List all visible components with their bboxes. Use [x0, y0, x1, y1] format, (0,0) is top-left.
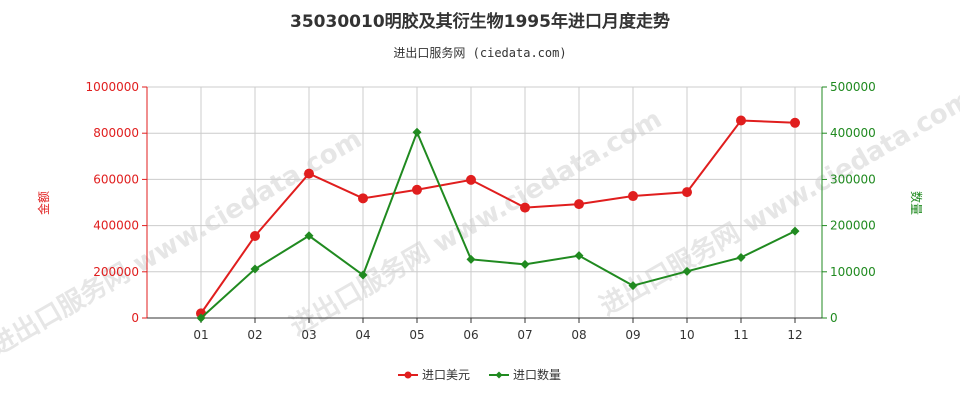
series-import-quantity	[196, 127, 800, 323]
x-tick-label: 07	[517, 328, 532, 342]
y-right-tick-label: 0	[830, 311, 838, 325]
data-point	[574, 199, 584, 210]
data-point	[790, 226, 800, 236]
legend-label: 进口美元	[422, 368, 470, 382]
data-point	[358, 193, 368, 204]
data-point	[574, 251, 584, 261]
y-left-tick-label: 400000	[93, 219, 139, 233]
data-point	[790, 117, 800, 128]
chart-title: 35030010明胶及其衍生物1995年进口月度走势	[290, 11, 670, 32]
y-right-tick-label: 200000	[830, 219, 876, 233]
x-tick-label: 03	[301, 328, 316, 342]
data-point	[358, 270, 368, 280]
x-tick-label: 12	[787, 328, 802, 342]
data-point	[736, 252, 746, 262]
data-point	[412, 184, 422, 195]
legend-swatch-marker	[404, 371, 412, 379]
data-point	[250, 264, 260, 274]
data-point	[304, 168, 314, 179]
axes	[146, 87, 823, 319]
y-left-tick-label: 0	[131, 311, 139, 325]
x-tick-label: 01	[193, 328, 208, 342]
data-point	[466, 254, 476, 264]
chart-subtitle: 进出口服务网 (ciedata.com)	[393, 45, 566, 60]
series-layer	[196, 115, 800, 323]
series-line	[200, 129, 796, 319]
y-right-tick-label: 400000	[830, 126, 876, 140]
series-line	[200, 119, 796, 314]
y-axis-left-label: 金额	[36, 191, 51, 215]
data-point	[736, 115, 746, 126]
y-right-tick-label: 500000	[830, 80, 876, 94]
x-tick-label: 08	[571, 328, 586, 342]
data-point	[628, 281, 638, 291]
y-right-tick-label: 100000	[830, 265, 876, 279]
data-point	[466, 174, 476, 185]
data-point	[196, 313, 206, 323]
y-left-tick-label: 800000	[93, 126, 139, 140]
data-point	[682, 187, 692, 198]
x-tick-label: 02	[247, 328, 262, 342]
x-tick-label: 10	[679, 328, 694, 342]
data-point	[412, 127, 422, 137]
data-point	[520, 259, 530, 269]
data-point	[520, 202, 530, 213]
y-left-tick-label: 1000000	[86, 80, 139, 94]
legend-label: 进口数量	[513, 367, 561, 382]
data-point	[682, 266, 692, 276]
data-point	[304, 231, 314, 241]
legend-item-import-usd: 进口美元	[398, 368, 470, 382]
legend-item-import-quantity: 进口数量	[489, 367, 561, 382]
x-tick-label: 11	[733, 328, 748, 342]
x-tick-label: 05	[409, 328, 424, 342]
data-point	[628, 191, 638, 202]
series-import-usd	[196, 115, 800, 319]
data-point	[250, 230, 260, 241]
grid	[147, 86, 822, 318]
x-tick-label: 04	[355, 328, 370, 342]
legend: 进口美元 进口数量	[398, 367, 561, 382]
y-right-tick-label: 300000	[830, 172, 876, 186]
x-tick-label: 06	[463, 328, 478, 342]
y-axis-right-label: 数量	[909, 191, 924, 215]
legend-swatch-marker	[495, 371, 503, 379]
x-tick-label: 09	[625, 328, 640, 342]
y-left-tick-label: 600000	[93, 172, 139, 186]
tick-labels: 0 200000 400000 600000 800000 1000000 0 100000 2…	[86, 80, 876, 342]
y-left-tick-label: 200000	[93, 265, 139, 279]
